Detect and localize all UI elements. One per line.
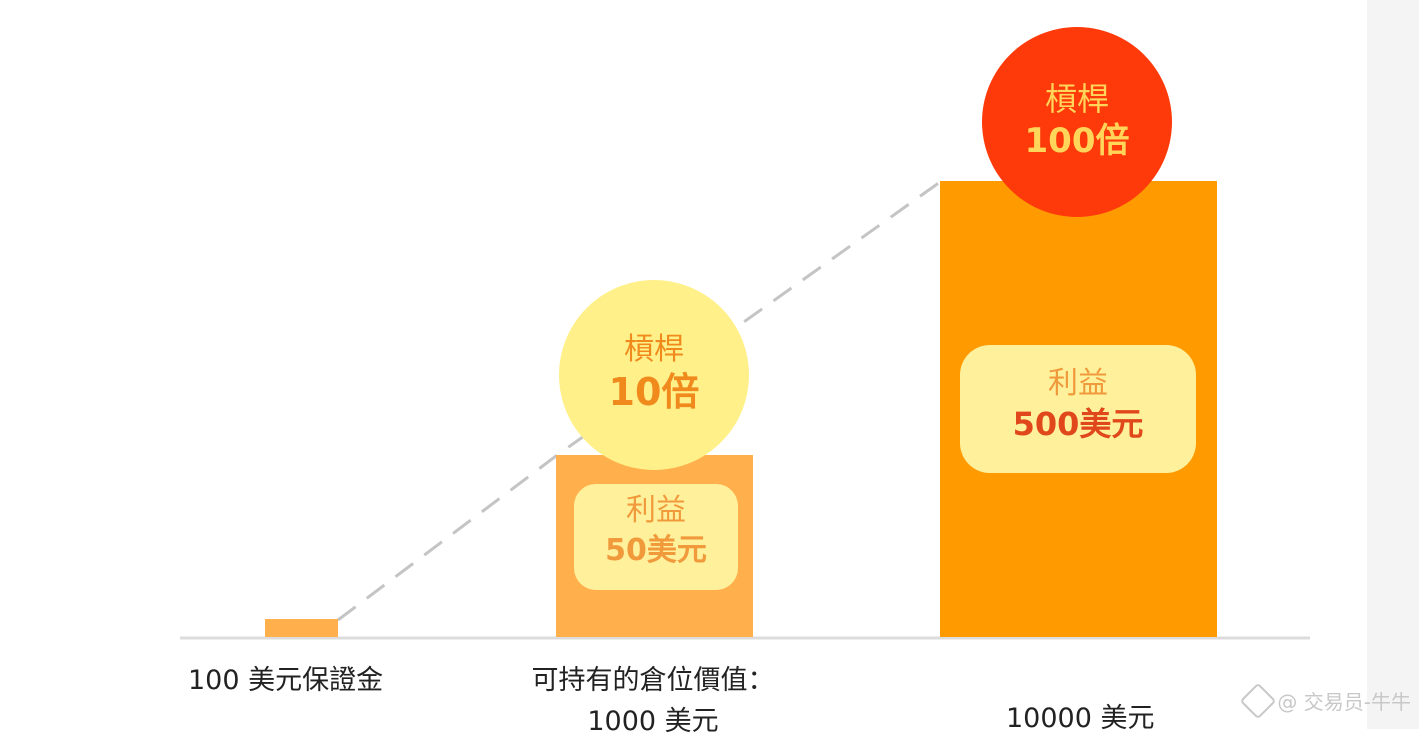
leverage-badge-2: [559, 280, 749, 470]
leverage-label-2: 槓桿: [624, 332, 684, 367]
profit-value-3: 500美元: [1013, 405, 1144, 443]
profit-value-2: 50美元: [605, 533, 707, 568]
category-label-1: 100 美元保證金: [188, 665, 384, 696]
right-edge-strip: [1367, 0, 1419, 729]
watermark: @ 交易员-牛牛: [1240, 682, 1411, 719]
leverage-value-2: 10倍: [609, 370, 700, 414]
watermark-logo-icon: [1240, 682, 1277, 719]
profit-label-3: 利益: [1048, 366, 1108, 401]
profit-label-2: 利益: [626, 493, 686, 528]
profit-box-3: [960, 345, 1196, 473]
category-label-3: 10000 美元: [1006, 703, 1155, 734]
leverage-label-3: 槓桿: [1045, 80, 1109, 118]
bar-1: [265, 619, 338, 637]
leverage-badge-3: [982, 27, 1172, 217]
profit-box-2: [574, 484, 738, 590]
category-label-2: 可持有的倉位價值： 1000 美元: [531, 665, 775, 737]
leverage-value-3: 100倍: [1025, 121, 1130, 161]
watermark-text: @ 交易员-牛牛: [1277, 690, 1411, 714]
